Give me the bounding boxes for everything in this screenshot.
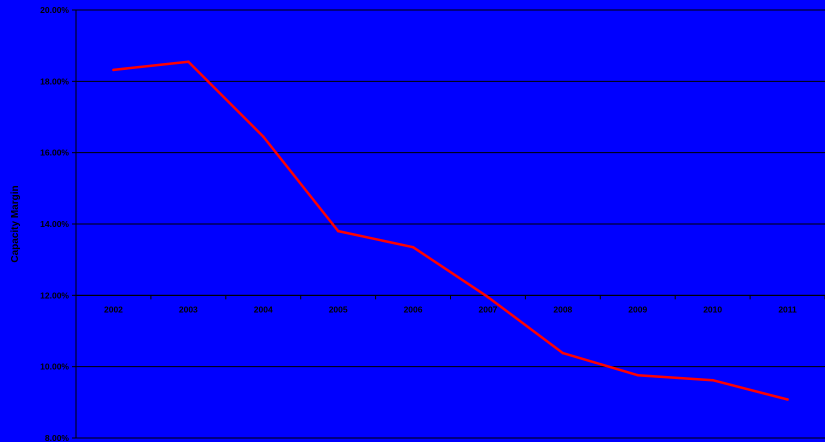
y-tick-label: 8.00%	[45, 433, 70, 442]
data-point	[636, 373, 640, 377]
y-tick-label: 16.00%	[40, 148, 69, 158]
x-tick-label: 2002	[104, 304, 123, 314]
x-axis: 2002 2003 2004 2005 2006 2007 2008 2009 2010 2011	[75, 294, 825, 314]
x-tick-label: 2009	[628, 304, 647, 314]
series-line	[113, 60, 788, 401]
data-point	[486, 295, 490, 299]
data-point	[336, 229, 340, 233]
x-tick-label: 2006	[404, 304, 423, 314]
y-tick-label: 20.00%	[40, 5, 69, 15]
y-axis: 8.00% 10.00% 12.00% 14.00% 16.00% 18.00% 20.00…	[40, 5, 77, 442]
data-point	[261, 135, 265, 138]
x-tick-label: 2011	[778, 304, 797, 314]
y-tick-label: 12.00%	[40, 290, 69, 300]
x-tick-label: 2008	[553, 304, 572, 314]
data-point	[411, 245, 415, 249]
x-tick-label: 2005	[329, 304, 348, 314]
x-tick-label: 2007	[478, 304, 497, 314]
x-tick-label: 2004	[254, 304, 273, 314]
data-point	[187, 60, 190, 64]
x-tick-label: 2003	[179, 304, 198, 314]
series-layer	[112, 60, 789, 401]
y-tick-label: 18.00%	[40, 76, 69, 86]
data-point	[561, 351, 565, 355]
data-point	[786, 398, 789, 401]
y-tick-label: 10.00%	[40, 362, 69, 372]
data-point	[711, 378, 714, 382]
x-tick-label: 2010	[703, 304, 722, 314]
y-tick-label: 14.00%	[40, 219, 69, 229]
y-axis-title: Capacity Margin	[10, 185, 21, 262]
data-point	[112, 68, 115, 72]
